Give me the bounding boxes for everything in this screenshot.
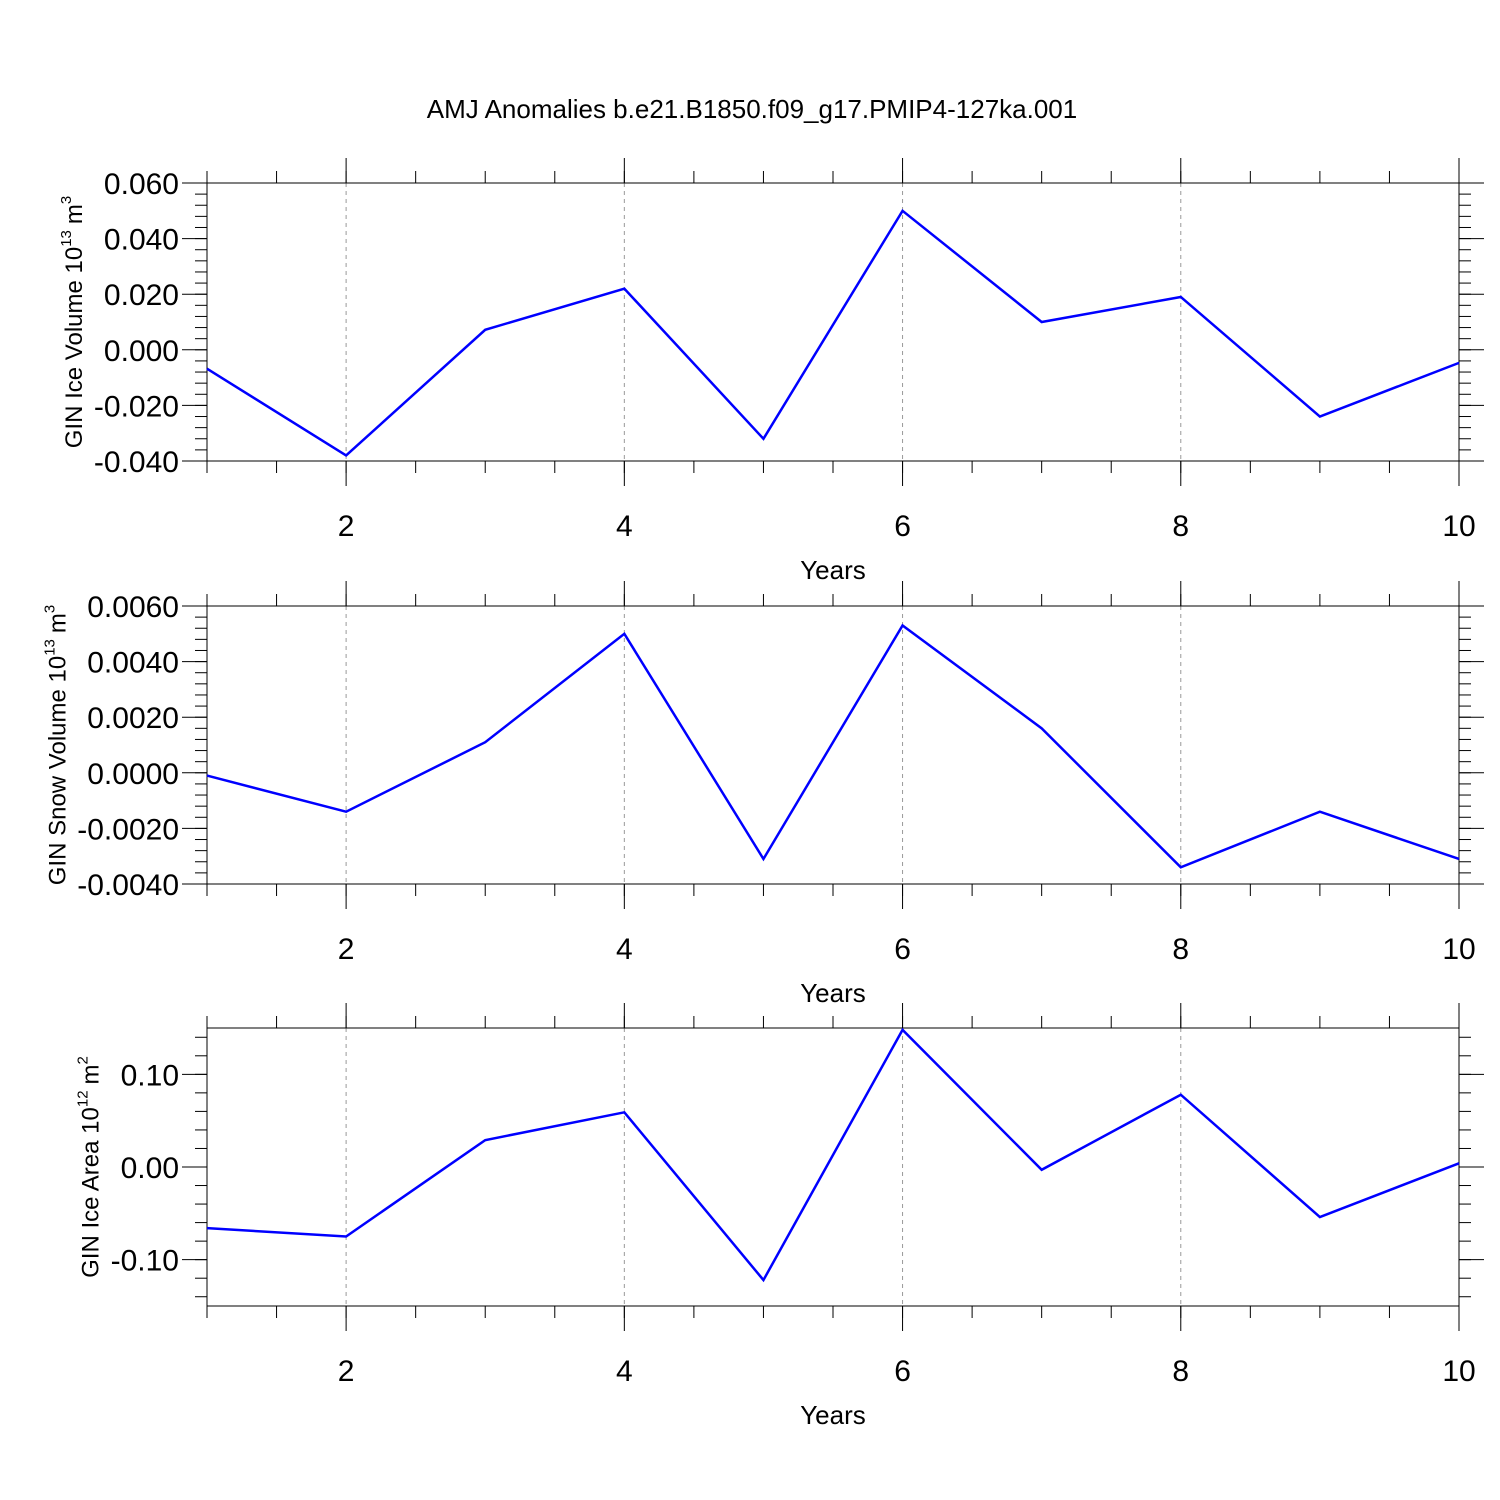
y-axis-label-exponent: 13 [58, 230, 75, 247]
x-tick-label: 8 [1172, 933, 1189, 966]
y-axis-label-text: GIN Ice Area 10 [78, 1107, 105, 1278]
y-tick-label: 0.000 [104, 335, 179, 368]
x-tick-label: 4 [616, 510, 633, 543]
plot-frame [206, 182, 1460, 462]
x-tick-label: 2 [338, 1355, 355, 1388]
y-axis-label-exponent: 2 [75, 1056, 92, 1064]
y-tick-label: 0.0040 [87, 647, 179, 680]
x-tick-label: 4 [616, 1355, 633, 1388]
y-axis-label: GIN Snow Volume 1013 m3 [41, 605, 71, 885]
x-axis-label: Years [800, 555, 866, 585]
y-tick-label: 0.060 [104, 168, 179, 201]
x-tick-label: 10 [1442, 933, 1475, 966]
x-tick-label: 4 [616, 933, 633, 966]
y-axis-label-text: m [61, 204, 88, 224]
x-tick-label: 10 [1442, 510, 1475, 543]
y-tick-label: -0.10 [111, 1245, 179, 1278]
chart-title: AMJ Anomalies b.e21.B1850.f09_g17.PMIP4-… [427, 94, 1077, 124]
plot-frame [206, 1027, 1460, 1307]
y-tick-label: 0.020 [104, 279, 179, 312]
y-axis-label-exponent: 3 [41, 605, 58, 613]
x-tick-label: 10 [1442, 1355, 1475, 1388]
y-tick-label: 0.0000 [87, 758, 179, 791]
y-tick-label: 0.00 [121, 1152, 179, 1185]
x-tick-label: 6 [894, 510, 911, 543]
y-tick-label: -0.0020 [77, 813, 179, 846]
data-line [206, 623, 1460, 869]
x-axis-label: Years [800, 1400, 866, 1430]
y-tick-label: 0.10 [121, 1059, 179, 1092]
x-tick-label: 6 [894, 933, 911, 966]
data-line [206, 1027, 1460, 1283]
x-tick-label: 2 [338, 933, 355, 966]
y-axis-label-text: GIN Ice Volume 10 [61, 247, 88, 448]
y-axis-label: GIN Ice Volume 1013 m3 [58, 196, 88, 448]
x-tick-label: 2 [338, 510, 355, 543]
x-tick-label: 8 [1172, 1355, 1189, 1388]
y-axis-label: GIN Ice Area 1012 m2 [75, 1056, 105, 1278]
y-tick-label: 0.040 [104, 224, 179, 257]
plot-frame [206, 605, 1460, 885]
y-tick-label: 0.0060 [87, 591, 179, 624]
y-tick-label: -0.0040 [77, 869, 179, 902]
x-tick-label: 8 [1172, 510, 1189, 543]
y-axis-label-text: m [44, 613, 71, 633]
y-axis-label-exponent: 13 [41, 639, 58, 656]
y-axis-label-text: GIN Snow Volume 10 [44, 656, 71, 885]
x-tick-label: 6 [894, 1355, 911, 1388]
x-axis-label: Years [800, 978, 866, 1008]
y-axis-label-text: m [78, 1064, 105, 1084]
data-line [206, 208, 1460, 457]
y-tick-label: -0.040 [94, 446, 179, 479]
y-axis-label-exponent: 3 [58, 196, 75, 204]
y-tick-label: 0.0020 [87, 702, 179, 735]
y-axis-label-exponent: 12 [75, 1090, 92, 1107]
y-tick-label: -0.020 [94, 390, 179, 423]
